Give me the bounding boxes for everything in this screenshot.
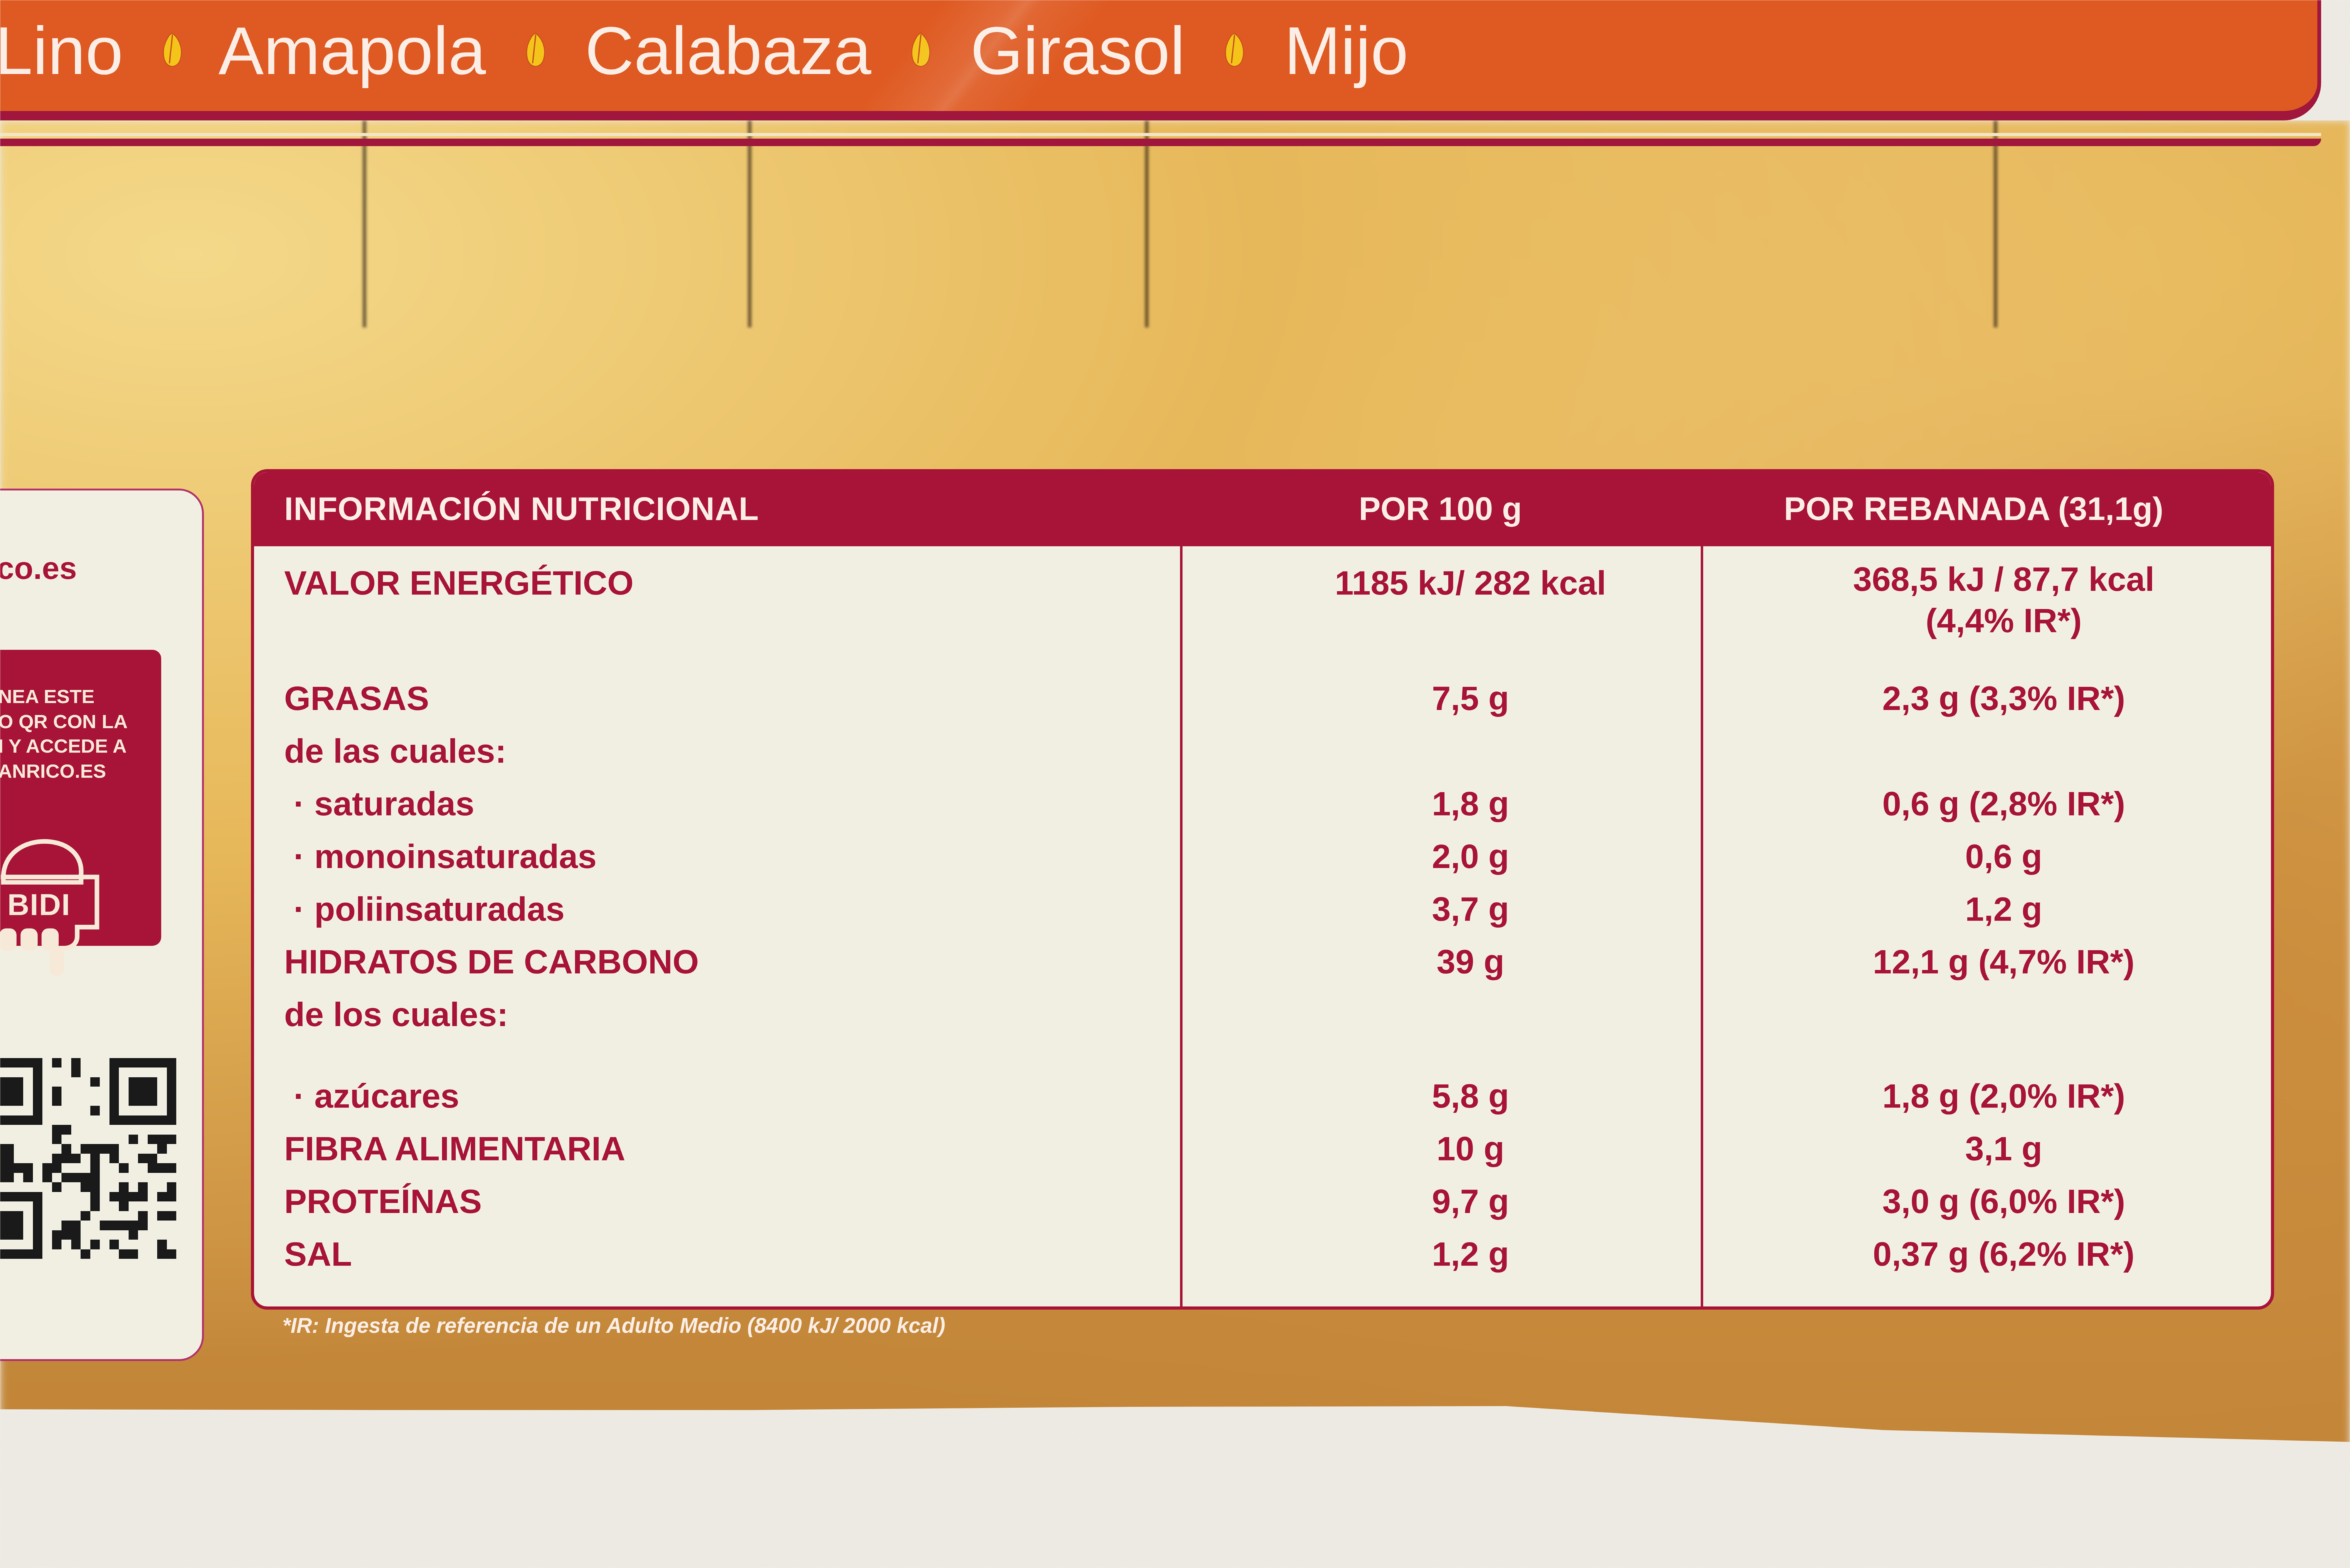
svg-text:BIDI: BIDI bbox=[8, 888, 71, 922]
